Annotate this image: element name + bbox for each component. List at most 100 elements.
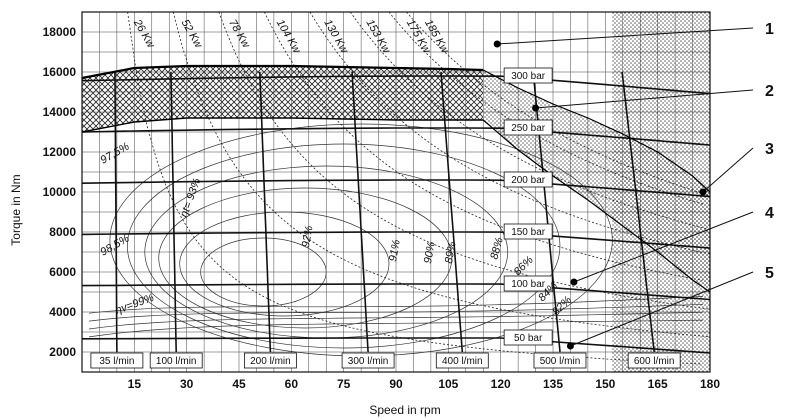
efficiency-label: ηt= 93%: [178, 177, 203, 220]
x-tick-label: 45: [232, 377, 246, 391]
efficiency-label: 86%: [512, 254, 536, 278]
efficiency-contour: [127, 143, 561, 349]
y-tick-labels: 2000 4000 6000 8000 10000 12000 14000 16000 1800…: [43, 25, 77, 359]
power-line: [264, 11, 703, 281]
y-tick-label: 4000: [49, 305, 76, 319]
pressure-label-box: [503, 119, 553, 136]
pressure-line: [81, 127, 711, 146]
lower-envelope-curve: [81, 117, 484, 133]
pressure-label: 250 bar: [511, 123, 546, 134]
y-tick-label: 8000: [49, 225, 76, 239]
callout-dot: [532, 104, 540, 112]
flow-label-box: [627, 352, 681, 369]
max-torque-curve: [81, 64, 484, 80]
pressure-line: [81, 337, 711, 354]
flow-label-box: [435, 352, 489, 369]
callout-leader: [573, 211, 754, 283]
pressure-label: 300 bar: [511, 71, 546, 82]
envelope-curves: [81, 64, 711, 293]
power-line-label: 153 Kw: [363, 18, 392, 57]
flow-label: 35 l/min: [99, 356, 134, 367]
callout-dot: [566, 342, 574, 350]
callout-leader: [702, 147, 754, 193]
pressure-label-box: [503, 275, 553, 292]
callout-dot: [493, 40, 501, 48]
x-axis-label: Speed in rpm: [369, 403, 440, 417]
continuous-lower-curve: [482, 119, 711, 293]
y-tick-label: 14000: [43, 105, 77, 119]
pressure-label: 100 bar: [511, 279, 546, 290]
efficiency-label: 82%: [550, 294, 574, 318]
volumetric-efficiency-curve: [88, 311, 704, 330]
pressure-label-box: [503, 171, 553, 188]
x-tick-labels: 15 30 45 60 75 90 105 120 135 150 165 180: [128, 377, 721, 391]
efficiency-label: 89%: [443, 241, 459, 265]
callout-number: 3: [765, 141, 774, 158]
flow-label-box: [341, 352, 395, 369]
power-line: [127, 11, 701, 365]
efficiency-label: 98,5%: [98, 233, 131, 259]
flow-line: [532, 71, 561, 353]
efficiency-label: 91%: [387, 239, 403, 263]
flow-label-box: [149, 352, 203, 369]
continuous-upper-curve: [482, 69, 711, 193]
y-tick-label: 2000: [49, 345, 76, 359]
pressure-label-box: [503, 223, 553, 240]
pressure-label: 200 bar: [511, 175, 546, 186]
volumetric-efficiency-curve: [88, 303, 704, 322]
x-tick-label: 60: [285, 377, 299, 391]
callout-number: 1: [765, 21, 774, 38]
callout-leader: [497, 27, 754, 45]
x-tick-label: 135: [543, 377, 563, 391]
power-line: [172, 11, 711, 338]
x-tick-label: 165: [648, 377, 668, 391]
flow-label: 200 l/min: [250, 356, 291, 367]
efficiency-contour: [158, 187, 453, 329]
x-tick-label: 90: [389, 377, 403, 391]
x-tick-label: 120: [491, 377, 511, 391]
pressure-line: [81, 75, 711, 95]
efficiency-label: 88%: [488, 236, 505, 261]
flow-line: [621, 71, 655, 353]
pressure-label-box: [503, 67, 553, 84]
power-line: [406, 11, 711, 197]
y-tick-label: 12000: [43, 145, 77, 159]
y-tick-label: 18000: [43, 25, 77, 39]
efficiency-label: ηv=99%: [114, 292, 156, 317]
callout-leader: [570, 271, 754, 347]
callouts: 1 2 3 4 5: [493, 21, 774, 350]
power-lines: [127, 11, 711, 365]
callout-number: 2: [765, 83, 774, 100]
flow-label: 300 l/min: [348, 356, 389, 367]
flow-label: 400 l/min: [442, 356, 483, 367]
x-tick-label: 180: [700, 377, 720, 391]
y-axis-label: Torque in Nm: [9, 174, 23, 245]
efficiency-label: 90%: [422, 241, 438, 265]
flow-line: [440, 71, 464, 353]
power-line: [309, 11, 711, 255]
callout-dot: [699, 188, 707, 196]
x-tick-label: 105: [438, 377, 458, 391]
flow-label-box: [243, 352, 297, 369]
x-tick-label: 75: [337, 377, 351, 391]
efficiency-contour: [200, 237, 327, 307]
flow-label: 500 l/min: [540, 356, 581, 367]
volumetric-efficiency-curve: [88, 319, 704, 338]
y-tick-label: 6000: [49, 265, 76, 279]
flow-label-box: [90, 352, 144, 369]
y-tick-label: 10000: [43, 185, 77, 199]
pressure-label: 50 bar: [514, 333, 543, 344]
callout-number: 4: [765, 205, 774, 222]
power-line: [218, 11, 711, 310]
pressure-label-box: [503, 329, 553, 346]
y-tick-label: 16000: [43, 65, 77, 79]
flow-line: [114, 71, 118, 353]
x-tick-label: 30: [180, 377, 194, 391]
pressure-line: [81, 283, 711, 301]
x-tick-label: 150: [595, 377, 615, 391]
pressure-line: [81, 179, 711, 198]
efficiency-contour: [179, 211, 390, 317]
pressure-lines: [81, 75, 711, 354]
plot-frame: [81, 11, 711, 373]
